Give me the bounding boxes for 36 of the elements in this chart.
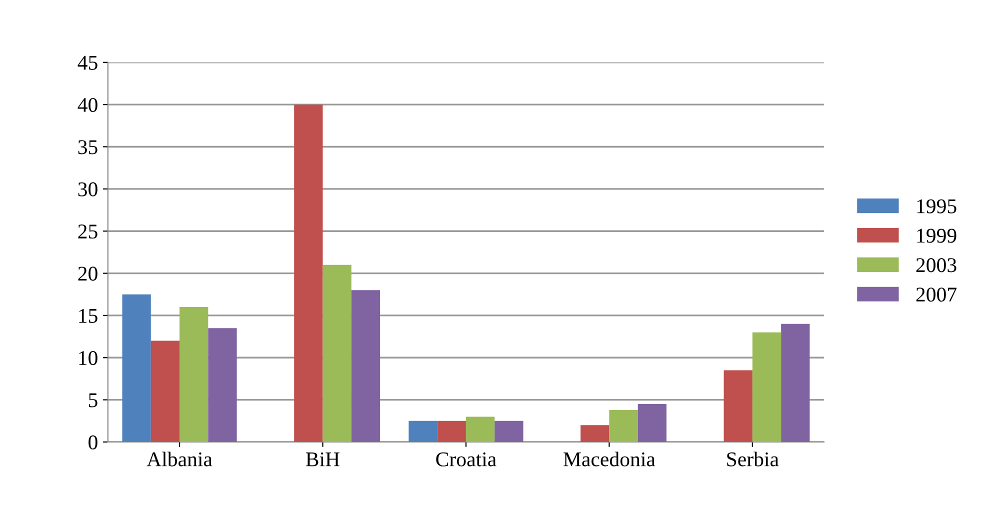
bar — [408, 420, 438, 442]
y-tick-label: 10 — [79, 351, 98, 366]
bar — [351, 290, 380, 442]
y-tick-label: 5 — [88, 393, 98, 408]
x-tick-label: Albania — [146, 452, 212, 466]
legend-label: 1995 — [917, 199, 956, 214]
y-tick-label: 40 — [78, 98, 98, 112]
y-tick-label: 20 — [78, 266, 98, 281]
bar — [752, 332, 782, 442]
y-tick-label: 0 — [88, 435, 98, 450]
x-tick-label: BiH — [306, 452, 340, 466]
bar — [322, 264, 352, 442]
bar — [466, 416, 495, 442]
legend-label: 1999 — [917, 228, 956, 243]
bar — [724, 370, 752, 442]
bar — [122, 294, 151, 442]
x-tick-label: Croatia — [436, 452, 496, 466]
bar — [609, 410, 638, 442]
bar — [294, 104, 323, 442]
bar — [180, 307, 208, 442]
x-tick-label: Serbia — [727, 452, 779, 466]
y-tick-label: 15 — [79, 308, 98, 323]
legend-label: 2007 — [916, 288, 957, 302]
bar — [208, 328, 237, 442]
bar — [150, 340, 180, 442]
bar — [494, 420, 524, 442]
bar — [781, 324, 810, 442]
legend-label: 2003 — [916, 258, 956, 272]
bar — [638, 404, 666, 442]
bar — [437, 420, 466, 442]
y-tick-label: 30 — [78, 182, 98, 196]
y-tick-label: 35 — [78, 140, 98, 154]
x-tick-label: Macedonia — [564, 452, 656, 466]
bar — [580, 425, 610, 442]
y-tick-label: 25 — [78, 224, 98, 239]
y-tick-label: 45 — [78, 56, 98, 70]
